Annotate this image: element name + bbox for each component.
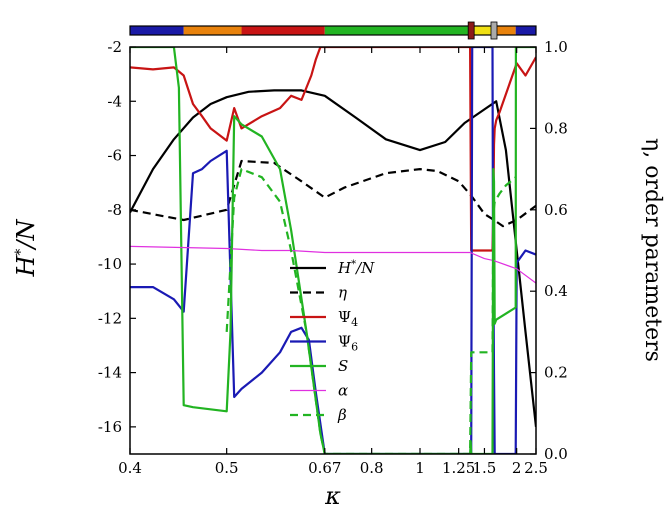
- plot-area: [130, 47, 536, 454]
- x-tick-label-7: 2: [512, 459, 522, 477]
- phase-segment-3: [324, 26, 471, 35]
- series-line-2: [130, 47, 536, 252]
- x-axis-label: κ: [324, 482, 341, 510]
- phase-marker-1: [490, 21, 498, 40]
- y-left-tick-label-1: -4: [107, 92, 122, 110]
- series-line-0: [130, 89, 536, 428]
- y-right-tick-label-4: 0.8: [544, 119, 568, 137]
- series-line-3: [130, 47, 536, 454]
- y-right-tick-label-0: 0.0: [544, 445, 568, 463]
- legend-label-4: S: [338, 357, 348, 375]
- x-tick-label-2: 0.67: [308, 459, 341, 477]
- y-left-tick-label-7: -16: [98, 418, 122, 436]
- phase-segment-5: [494, 26, 516, 35]
- series-line-6: [225, 168, 517, 454]
- phase-segment-6: [515, 26, 536, 35]
- y-left-tick-label-4: -10: [98, 255, 122, 273]
- series-line-4: [130, 47, 536, 454]
- x-tick-label-6: 1.5: [473, 459, 497, 477]
- plot-frame: [129, 46, 537, 455]
- y-left-tick-label-6: -14: [98, 364, 122, 382]
- x-tick-label-5: 1.25: [442, 459, 475, 477]
- legend: H*/N η Ψ4 Ψ6 Sαβ: [290, 259, 375, 424]
- series-line-5: [130, 245, 536, 284]
- phase-segment-1: [183, 26, 242, 35]
- phase-bar: [129, 21, 537, 40]
- y-right-tick-label-2: 0.4: [544, 282, 568, 300]
- legend-label-6: β: [337, 406, 347, 424]
- x-tick-label-8: 2.5: [524, 459, 548, 477]
- x-tick-label-3: 0.8: [360, 459, 384, 477]
- phase-segment-4: [470, 26, 495, 35]
- y-right-tick-label-3: 0.6: [544, 201, 568, 219]
- phase-segment-2: [241, 26, 325, 35]
- y-axis-label-left: H*/N: [12, 218, 40, 277]
- legend-label-1: η: [338, 284, 347, 302]
- phase-segment-0: [130, 26, 184, 35]
- x-tick-label-1: 0.5: [215, 459, 239, 477]
- y-left-tick-label-5: -12: [98, 309, 122, 327]
- axis-ticks: 0.4 0.5 0.67 0.8 1 1.251.5 2 2.5 -2 -4 -6 -8 -10 -12 -…: [98, 38, 568, 477]
- legend-label-3: Ψ6: [338, 333, 358, 354]
- legend-label-5: α: [338, 382, 348, 400]
- x-tick-label-4: 1: [415, 459, 425, 477]
- y-axis-label-right: η, order parameters: [640, 138, 665, 362]
- phase-marker-0: [467, 21, 475, 40]
- y-left-tick-label-3: -8: [107, 201, 122, 219]
- y-right-tick-label-5: 1.0: [544, 38, 568, 56]
- legend-label-2: Ψ4: [338, 308, 358, 329]
- y-right-tick-label-1: 0.2: [544, 364, 568, 382]
- legend-label-0: H*/N: [337, 259, 375, 277]
- x-tick-label-0: 0.4: [118, 459, 142, 477]
- series-line-1: [130, 159, 536, 228]
- phase-bar-frame: [129, 25, 537, 36]
- y-left-tick-label-2: -6: [107, 147, 122, 165]
- y-left-tick-label-0: -2: [107, 38, 122, 56]
